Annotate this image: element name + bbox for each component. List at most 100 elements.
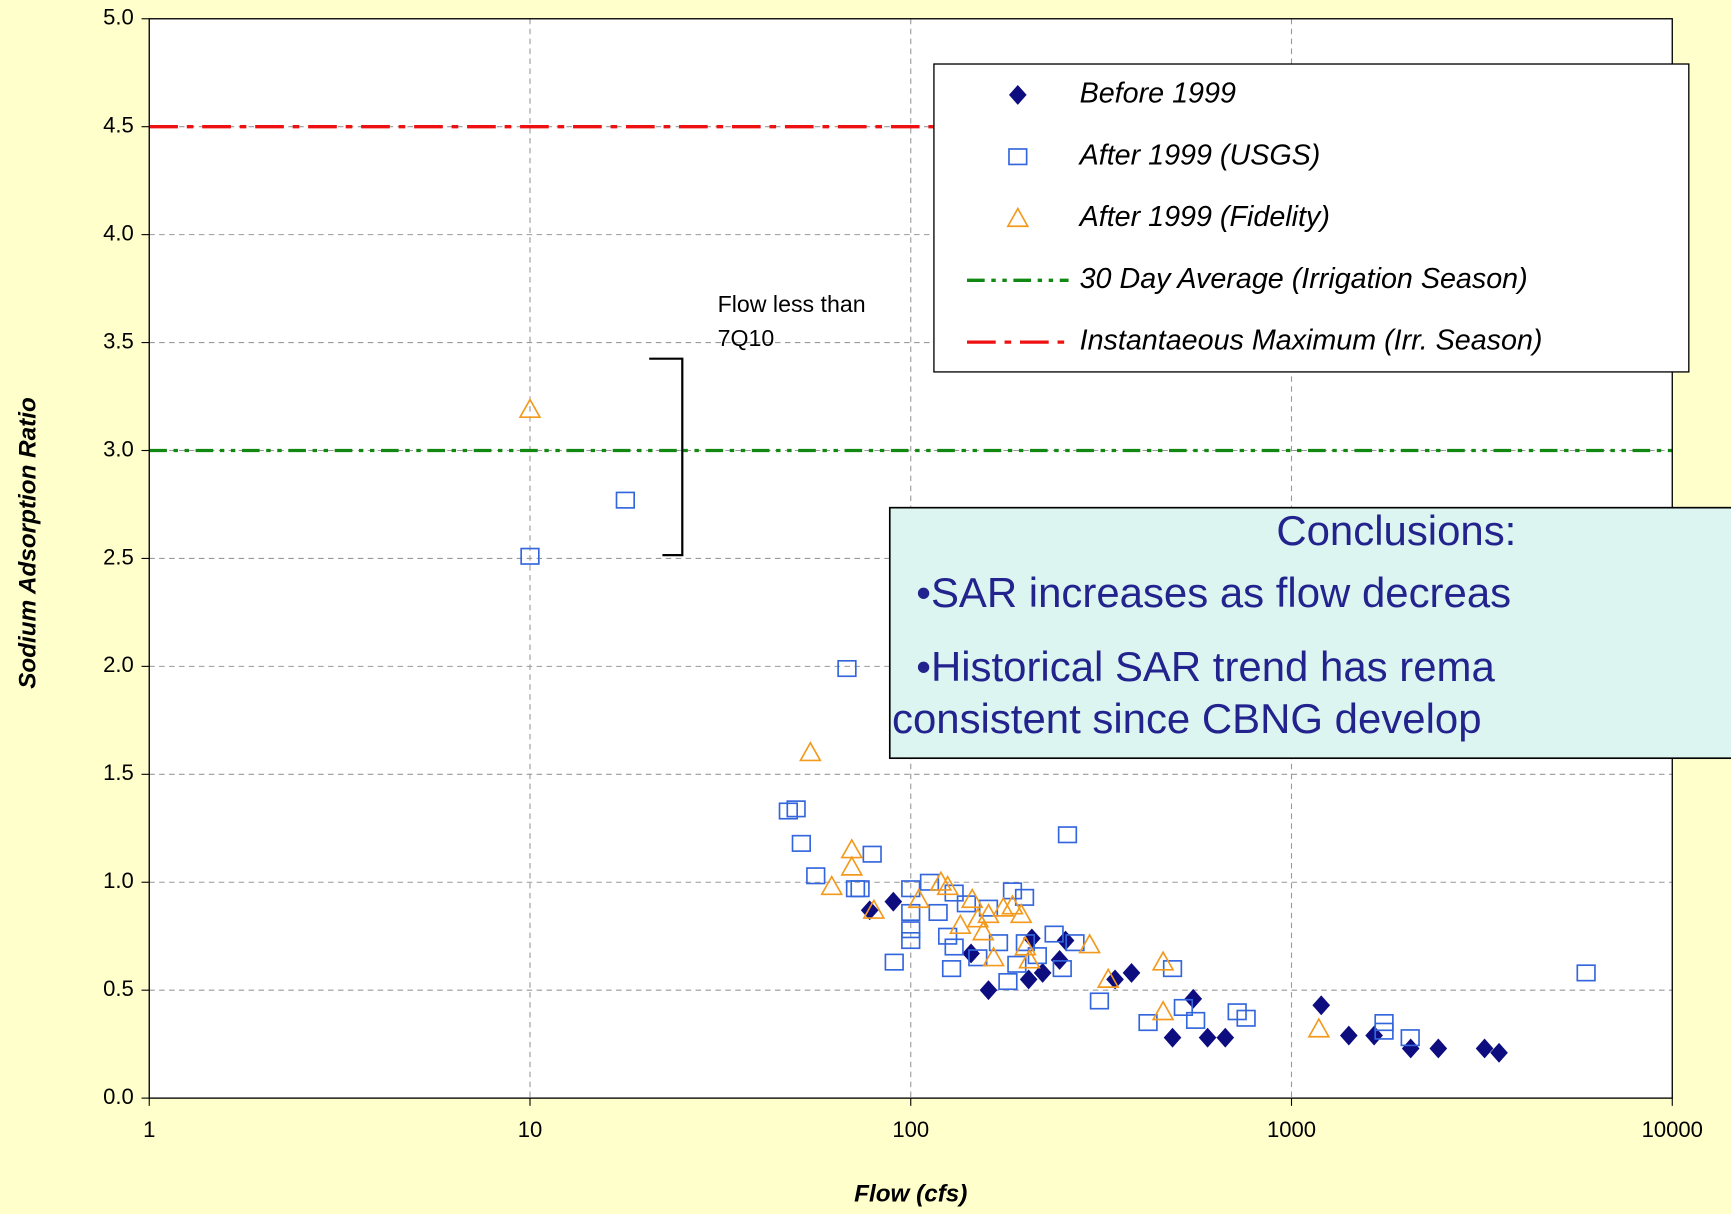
point <box>1050 950 1069 970</box>
x-tick-label: 100 <box>892 1117 929 1142</box>
point <box>941 960 962 978</box>
point <box>1015 934 1036 952</box>
point <box>901 880 921 898</box>
point <box>991 896 1015 917</box>
point <box>1490 1042 1508 1063</box>
point <box>806 867 826 885</box>
point <box>615 491 635 509</box>
y-tick-label: 3.0 <box>103 436 134 461</box>
point <box>1151 950 1175 971</box>
point <box>1184 988 1203 1009</box>
point <box>884 953 904 971</box>
point <box>1401 1038 1420 1059</box>
point <box>1065 934 1085 952</box>
conclusion-line: •Historical SAR trend has rema <box>916 643 1495 690</box>
point <box>1078 933 1101 954</box>
conclusion-line: consistent since CBNG develop <box>892 695 1482 742</box>
point <box>1014 888 1035 906</box>
y-tick-label: 2.0 <box>103 652 134 677</box>
point <box>1018 948 1041 969</box>
y-tick-label: 4.0 <box>103 220 134 245</box>
point <box>820 874 844 896</box>
bracket <box>649 357 684 557</box>
point <box>919 873 940 891</box>
point <box>1576 964 1596 982</box>
point <box>901 931 921 950</box>
x-tick-label: 1000 <box>1267 1117 1316 1142</box>
point <box>862 845 882 863</box>
point <box>1044 925 1064 943</box>
point <box>1023 928 1041 949</box>
point <box>1019 969 1038 990</box>
point <box>966 907 990 928</box>
y-tick-label: 5.0 <box>103 5 134 30</box>
point <box>1002 882 1023 900</box>
point <box>1057 826 1078 844</box>
point <box>956 895 977 913</box>
point <box>901 921 921 939</box>
annotation: 7Q10 <box>718 325 775 351</box>
x-tick-label: 1 <box>143 1117 155 1142</box>
point <box>1001 894 1024 915</box>
point <box>786 800 806 818</box>
point <box>884 891 903 912</box>
point <box>791 834 811 852</box>
point <box>1400 1029 1420 1047</box>
point <box>1312 995 1331 1016</box>
point <box>1236 1009 1256 1027</box>
conclusions-title: Conclusions: <box>1276 507 1516 554</box>
point <box>1122 962 1141 983</box>
point <box>1014 935 1037 956</box>
x-tick-label: 10000 <box>1642 1117 1703 1142</box>
y-axis-title: Sodium Adsorption Ratio <box>14 397 41 689</box>
point <box>1185 1011 1206 1029</box>
point <box>1096 967 1120 988</box>
legend-label: After 1999 (Fidelity) <box>1078 201 1330 233</box>
point <box>1052 960 1072 978</box>
point <box>1089 992 1110 1010</box>
point <box>988 934 1009 952</box>
point <box>977 903 1000 924</box>
legend-label: Before 1999 <box>1080 77 1236 109</box>
point <box>944 938 964 956</box>
point <box>1007 955 1027 973</box>
legend-marker <box>1008 148 1028 166</box>
point <box>837 659 857 678</box>
point <box>1162 960 1183 978</box>
x-axis-title: Flow (cfs) <box>854 1181 967 1208</box>
x-tick-label: 10 <box>518 1117 543 1142</box>
y-tick-label: 0.5 <box>103 976 134 1001</box>
y-tick-label: 3.5 <box>103 328 134 353</box>
conclusions-box <box>888 506 1731 760</box>
point <box>936 874 959 896</box>
legend-label: 30 Day Average (Irrigation Season) <box>1080 263 1528 295</box>
point <box>937 927 958 945</box>
point <box>850 880 870 898</box>
legend-marker <box>1008 84 1027 105</box>
point <box>979 980 998 1001</box>
y-tick-label: 0.0 <box>103 1084 134 1109</box>
point <box>962 943 980 964</box>
point <box>1374 1014 1394 1032</box>
legend-label: After 1999 (USGS) <box>1078 139 1321 171</box>
point <box>1033 962 1052 983</box>
point <box>960 887 984 909</box>
point <box>862 898 886 919</box>
legend-label: Instantaeous Maximum (Irr. Season) <box>1080 325 1543 357</box>
conclusion-line: •SAR increases as flow decreas <box>916 569 1511 616</box>
point <box>944 884 964 902</box>
annotation: Flow less than <box>718 291 866 317</box>
point <box>907 887 931 909</box>
point <box>928 903 948 922</box>
point <box>1429 1038 1448 1059</box>
legend-box <box>933 63 1690 373</box>
point <box>998 972 1018 991</box>
point <box>1475 1038 1494 1059</box>
point <box>949 913 972 934</box>
y-tick-label: 1.0 <box>103 868 134 893</box>
point <box>1374 1022 1394 1040</box>
y-tick-label: 4.5 <box>103 113 134 138</box>
y-tick-label: 2.5 <box>103 544 134 569</box>
